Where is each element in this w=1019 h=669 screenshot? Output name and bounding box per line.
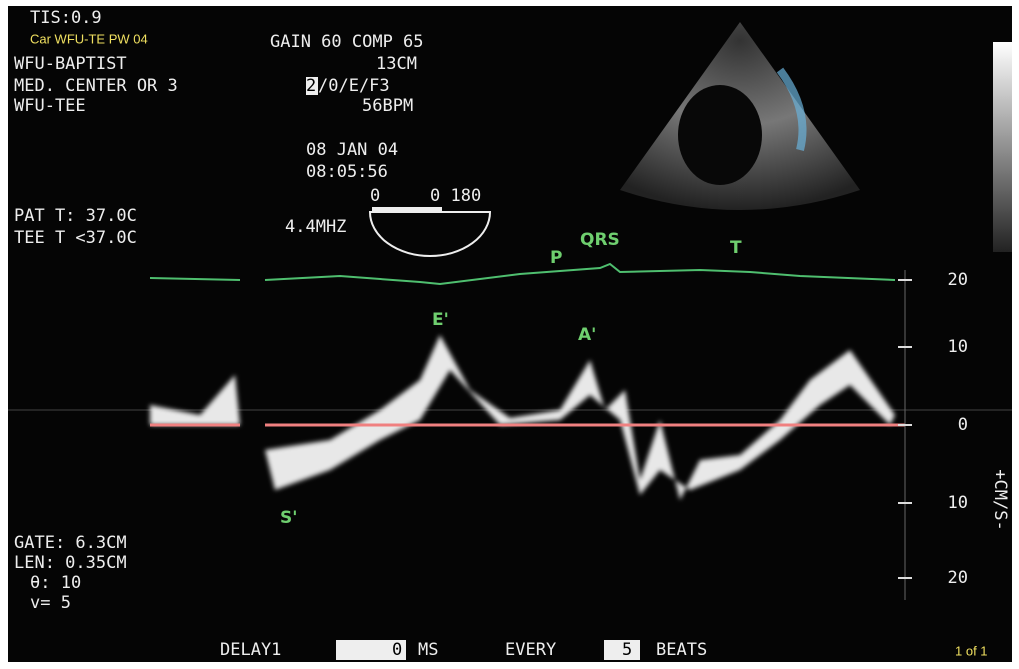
page: TIS:0.9 Car WFU-TE PW 04 GAIN 60 COMP 65… xyxy=(0,0,1019,669)
ecg-label-p: P xyxy=(550,248,562,268)
angle-bar xyxy=(372,207,442,213)
scale-unit: +CM/S- xyxy=(990,469,1010,530)
scale-tick-label: 10 xyxy=(948,337,968,357)
gate-line: θ: 10 xyxy=(30,573,81,593)
scale-tick-label: 0 xyxy=(958,415,968,435)
beats: BEATS xyxy=(656,640,707,660)
gate-line: LEN: 0.35CM xyxy=(14,553,127,573)
screen: TIS:0.9 Car WFU-TE PW 04 GAIN 60 COMP 65… xyxy=(0,0,1019,669)
a-prime: A' xyxy=(578,325,596,345)
delay: DELAY1 xyxy=(220,640,281,660)
tis: TIS:0.9 xyxy=(30,8,102,28)
display xyxy=(8,6,1012,662)
every-value: 5 xyxy=(622,640,632,660)
ecg-label-qrs: QRS xyxy=(580,230,620,250)
delay-value: 0 xyxy=(392,640,402,660)
angle-range: 0 180 xyxy=(430,186,481,206)
pat-temp: PAT T: 37.0C xyxy=(14,206,137,226)
gate-line: GATE: 6.3CM xyxy=(14,533,127,553)
echo-cavity xyxy=(678,85,762,185)
ecg-label-t: T xyxy=(730,238,742,258)
heart-rate: 56BPM xyxy=(362,96,413,116)
date: 08 JAN 04 xyxy=(306,140,398,160)
tee-temp: TEE T <37.0C xyxy=(14,228,137,248)
every: EVERY xyxy=(505,640,556,660)
e-prime: E' xyxy=(432,310,449,330)
mode: /0/E/F3 xyxy=(318,76,390,96)
car: Car WFU-TE PW 04 xyxy=(30,31,148,46)
depth: 13CM xyxy=(376,54,417,74)
site: WFU-BAPTIST xyxy=(14,54,127,74)
mode-highlight: 2 xyxy=(306,76,316,96)
gray-scale-bar xyxy=(993,42,1012,252)
scale-tick-label: 20 xyxy=(948,568,968,588)
probe: WFU-TEE xyxy=(14,96,86,116)
frequency: 4.4MHZ xyxy=(285,217,346,237)
scale-tick-label: 10 xyxy=(948,493,968,513)
time: 08:05:56 xyxy=(306,162,388,182)
gate-line: v= 5 xyxy=(30,593,71,613)
gain-comp: GAIN 60 COMP 65 xyxy=(270,32,424,52)
center: MED. CENTER OR 3 xyxy=(14,76,178,96)
angle-start: 0 xyxy=(370,186,380,206)
s-prime: S' xyxy=(280,508,297,528)
page-count: 1 of 1 xyxy=(955,643,988,658)
scale-tick-label: 20 xyxy=(948,270,968,290)
delay-unit: MS xyxy=(418,640,438,660)
